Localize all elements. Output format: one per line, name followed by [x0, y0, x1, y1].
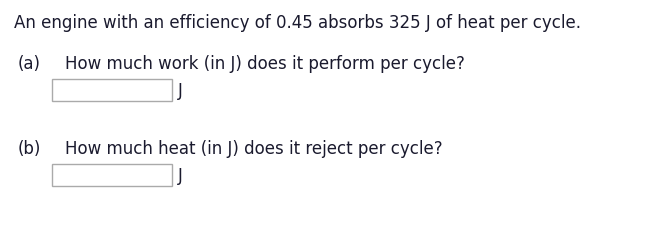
Bar — [52, 80, 172, 101]
Text: How much work (in J) does it perform per cycle?: How much work (in J) does it perform per… — [65, 55, 465, 73]
Text: J: J — [178, 166, 183, 184]
Text: (b): (b) — [18, 139, 41, 157]
Text: J: J — [178, 82, 183, 100]
Text: (a): (a) — [18, 55, 41, 73]
Text: An engine with an efficiency of 0.45 absorbs 325 J of heat per cycle.: An engine with an efficiency of 0.45 abs… — [14, 14, 581, 32]
Bar — [52, 164, 172, 186]
Text: How much heat (in J) does it reject per cycle?: How much heat (in J) does it reject per … — [65, 139, 443, 157]
